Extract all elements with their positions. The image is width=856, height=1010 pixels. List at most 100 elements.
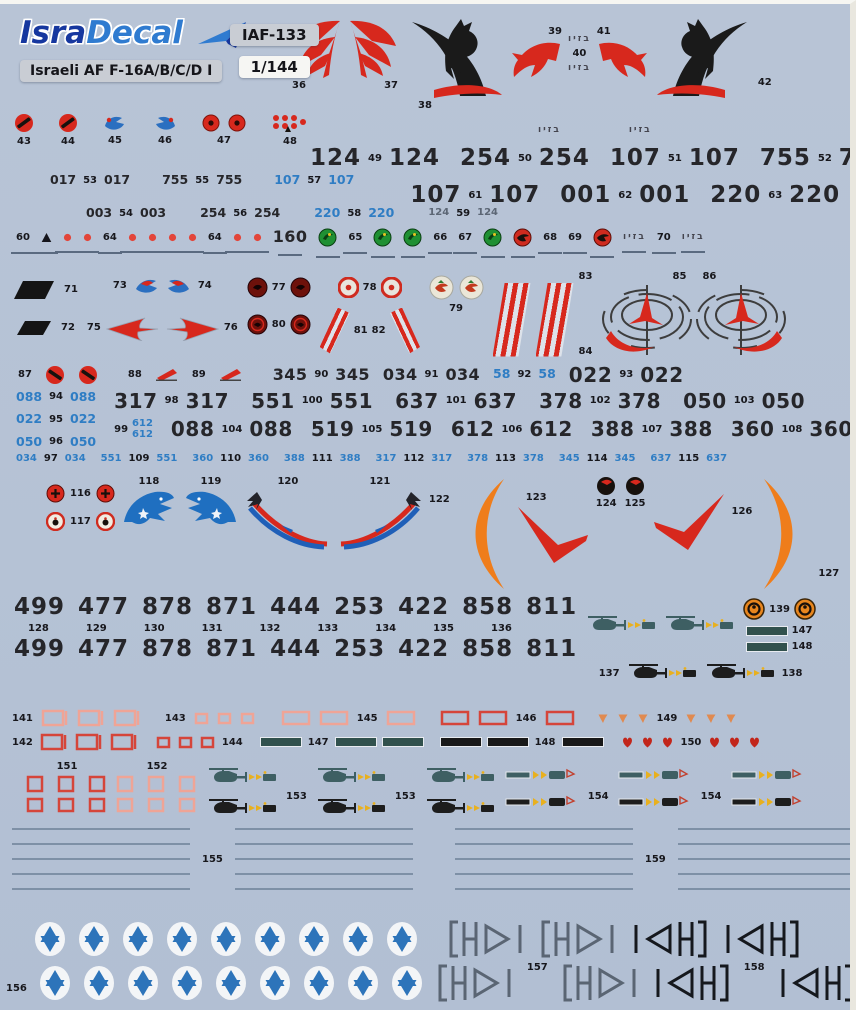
code-badges: IAF-133 1/144 [230,24,319,78]
star-of-david-icon [342,921,374,957]
orange-face-icon [794,598,816,620]
square-pair-red-icon [57,775,77,815]
item-label-53: 53 [83,174,98,186]
item-label-62: 62 [618,190,633,201]
decal-pair-107: 388 107 388 [591,419,713,439]
roundel-cross-icon [96,484,115,503]
square-pair-pink-icon [178,775,198,815]
item-label-116: 116 [70,488,91,499]
decal-number: 388 [669,417,713,441]
decal-pair-51: 107 51 107 [610,147,740,170]
item-label-89: 89 [191,369,206,380]
item-stack: 317 98 317 551 100 551 637 101 637 378 102 378 050 10… [114,391,850,440]
item-group: 73 74 [113,277,212,295]
decal-pair-110: 360 110 360 [192,453,269,464]
item-stack [504,765,580,812]
decal-pair-95: 022 95 022 [16,411,96,426]
orange-face-icon [743,598,765,620]
decal-number: 050 [683,388,727,413]
swoosh-right-icon [337,488,423,550]
item-label-64: 64 [207,231,222,243]
decal-number: 220 [710,182,762,208]
hebrew-text: בזיו [538,125,561,135]
roundel-cross-icon [46,484,65,503]
decal-pair-115: 637 115 637 [650,453,727,464]
spacer [430,742,434,743]
star-of-david-icon [78,921,110,957]
decal-pair-52: 755 52 755 [760,147,850,170]
orange-crescent-right-icon [758,476,812,592]
red-dot-icon [188,233,197,242]
stencil-lines-icon [677,828,850,902]
item-label-128: 128 [28,623,49,634]
shield-orange-icon [597,713,609,724]
parallelogram-icon [12,279,56,301]
item-stack: 77 80 [247,277,311,335]
decal-row: 116 117 118 119 120 121 122 123 124 125 126 127 [46,476,850,592]
item-label-149: 149 [656,712,678,724]
brand-logo: IsraDecal [20,18,252,50]
decal-pair-53: 017 53 017 [50,173,130,187]
item-label-87: 87 [18,369,32,380]
item-stack: 38 [404,18,504,111]
rect-red-icon [40,733,68,751]
item-label-77: 77 [271,281,286,293]
decal-row: 71 72 73 74 75 76 77 80 78 81 82 79 83 84 85 86 [12,271,850,357]
decal-number: 254 [200,205,227,220]
eagle-roundel-icon [429,275,454,300]
sheet-title-badge: Israeli AF F-16A/B/C/D I [20,59,223,82]
item-label-80: 80 [271,318,286,330]
decal-number: 022 [16,411,43,426]
item-label-132: 132 [259,623,281,634]
item-label-157: 157 [526,962,548,973]
decal-number: 637 [473,388,518,413]
killbar-black-icon [617,792,693,812]
decal-pair-63: 220 63 220 [710,184,840,207]
heli-teal-icon [663,613,735,637]
rect-red-icon [75,733,103,751]
product-code-badge: IAF-133 [230,24,319,46]
item-label-158: 158 [743,962,765,973]
decal-pair-101: 637 101 637 [395,391,517,411]
decal-row: 43 44 45 46 47 48 בזיו בזיו [14,113,850,147]
decal-number: 220 [789,182,841,208]
decal-number: 755 [759,145,811,171]
spacer [425,828,443,829]
item-stack: בזיו 40 בזיו [568,34,591,73]
heart-red-icon [621,736,634,748]
star-of-david-icon [39,965,71,1001]
decal-number: 551 [100,452,122,464]
item-label-130: 130 [143,623,165,634]
decal-row: 60 64 64 160 65 66 67 68 69 בזיו 70 בזיו [16,228,850,261]
item-stack: 45 [102,114,128,146]
red-roundel-pair-icon [202,114,246,132]
decal-pair-102: 378 102 378 [539,391,661,411]
item-label-135: 135 [433,623,454,634]
decal-pair-114: 345 114 345 [559,453,636,464]
item-label-144: 144 [221,736,243,748]
heli-black-icon [206,796,278,820]
hebrew-text: בזיו [681,232,705,242]
spacer [585,130,605,131]
decal-number: 499 [14,636,66,662]
decal-number: 345 [614,452,636,464]
rect-wide-pink-icon [281,710,311,726]
star-of-david-icon [127,965,159,1001]
item-label-94: 94 [49,391,64,403]
item-label-39: 39 [548,26,562,37]
decal-number: 551 [251,388,295,413]
decal-pair-113: 378 113 378 [467,453,544,464]
red-arrow-left-icon [165,315,219,341]
item-stack: 612 612 [132,418,153,440]
star-of-david-icon [166,921,198,957]
brand-name-isra: Isra [20,15,87,51]
decal-number: 871 [206,594,258,620]
item-label-90: 90 [314,369,329,380]
item-label-148: 148 [791,641,813,652]
item-label-86: 86 [702,270,717,282]
decal-number: 551 [329,388,374,413]
item-label-65: 65 [348,231,363,243]
item-label-121: 121 [369,476,391,487]
decal-pair-97: 034 97 034 [16,453,86,464]
decal-number: 477 [78,636,130,662]
